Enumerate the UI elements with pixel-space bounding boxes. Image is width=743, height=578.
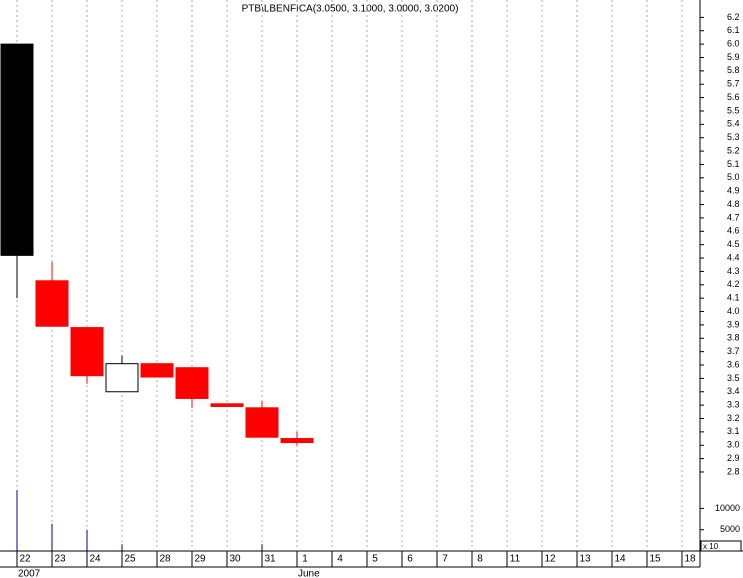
y-tick-label: 3.5 [727,373,740,383]
x-tick-label: 25 [124,554,136,565]
y-tick-label: 5.2 [727,145,740,155]
x-tick-label: 15 [649,554,661,565]
x-tick-label: 12 [544,554,556,565]
y-tick-label: 4.6 [727,226,740,236]
x-tick-label: 28 [159,554,171,565]
x-period-label: 2007 [18,569,41,578]
y-tick-label: 4.3 [727,266,740,276]
y-tick-label: 3.0 [727,440,740,450]
y-tick-label: 5.1 [727,159,740,169]
multiplier-label: x 10 [703,542,719,551]
y-tick-label: 3.7 [727,346,740,356]
x-tick-label: 14 [614,554,626,565]
x-tick-label: 8 [477,554,483,565]
y-tick-label: 4.9 [727,186,740,196]
candle-body [140,363,174,378]
x-tick-label: 6 [407,554,413,565]
x-tick-label: 18 [684,554,696,565]
x-tick-label: 7 [442,554,448,565]
x-tick-label: 11 [510,554,521,565]
candle-body [280,438,314,444]
y-tick-label: 5.8 [727,65,740,75]
candle-body [105,363,139,393]
y-tick-label: 5.9 [727,52,740,62]
candle-body [0,43,34,256]
y2-tick-label: 10000 [715,503,740,513]
candle-body [175,367,209,399]
y-tick-label: 2.9 [727,453,740,463]
y-tick-label: 4.7 [727,212,740,222]
candle-body [70,327,104,377]
y-tick-label: 3.2 [727,413,740,423]
x-tick-label: 29 [194,554,206,565]
y-tick-label: 5.6 [727,92,740,102]
x-tick-label: 24 [89,554,101,565]
x-period-label: June [298,569,320,578]
y-tick-label: 4.1 [727,293,740,303]
x-tick-label: 4 [337,554,343,565]
x-tick-label: 13 [579,554,591,565]
y-tick-label: 3.3 [727,400,740,410]
y-tick-label: 3.8 [727,333,740,343]
x-tick-label: 31 [264,554,276,565]
x-tick-label: 30 [229,554,241,565]
y-tick-label: 4.2 [727,279,740,289]
y-tick-label: 5.7 [727,79,740,89]
y-tick-label: 2.8 [727,466,740,476]
y-tick-label: 5.0 [727,172,740,182]
y-tick-label: 4.5 [727,239,740,249]
y-tick-label: 6.1 [727,25,740,35]
x-tick-label: 5 [372,554,378,565]
x-tick-label: 1 [302,554,308,565]
y-tick-label: 5.4 [727,119,740,129]
candle-body [210,403,244,407]
multiplier-box [700,540,742,552]
y-tick-label: 3.4 [727,386,740,396]
x-tick-label: 23 [54,554,66,565]
y-tick-label: 5.5 [727,105,740,115]
y-tick-label: 6.0 [727,38,740,48]
chart-title: PTB\LBENFICA(3.0500, 3.1000, 3.0000, 3.0… [242,4,459,15]
candle-body [35,280,69,327]
y-tick-label: 6.2 [727,12,740,22]
y-tick-label: 5.3 [727,132,740,142]
y-tick-label: 4.4 [727,252,740,262]
y-tick-label: 3.9 [727,319,740,329]
candle-body [245,407,279,438]
y-tick-label: 4.8 [727,199,740,209]
y-tick-label: 4.0 [727,306,740,316]
x-tick-label: 22 [19,554,31,565]
y-tick-label: 3.1 [727,426,740,436]
y-tick-label: 3.6 [727,359,740,369]
y2-tick-label: 5000 [720,524,740,534]
